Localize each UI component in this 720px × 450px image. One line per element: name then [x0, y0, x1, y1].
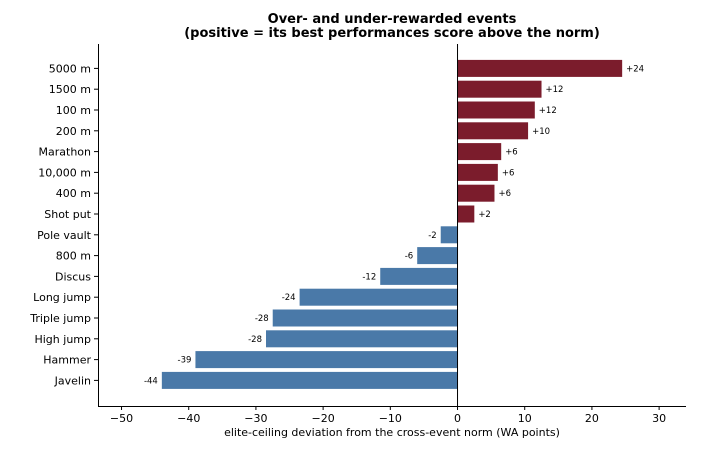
- data-label: -28: [248, 335, 262, 345]
- data-label: -12: [362, 272, 376, 282]
- data-label: -2: [428, 231, 436, 241]
- bars-group: [161, 59, 623, 389]
- bar: [457, 205, 475, 223]
- chart-title-line1: Over- and under-rewarded events: [268, 12, 517, 27]
- y-tick-label: Marathon: [39, 146, 92, 159]
- bar: [266, 330, 458, 348]
- data-label: +12: [539, 106, 557, 116]
- bar: [440, 226, 458, 244]
- y-tick-label: 100 m: [56, 104, 91, 117]
- y-tick-label: Javelin: [54, 374, 91, 387]
- bar: [457, 59, 623, 77]
- bar: [457, 143, 502, 161]
- x-tick-label: 20: [585, 412, 599, 425]
- data-label: -24: [282, 293, 296, 303]
- data-label: +6: [502, 168, 515, 178]
- y-tick-label: Shot put: [44, 208, 91, 221]
- x-axis-ticks: −50 −40 −30 −20 −10 0 10 20 30: [110, 406, 666, 425]
- y-tick-label: Hammer: [43, 354, 91, 367]
- x-tick-label: −20: [312, 412, 335, 425]
- bar: [457, 122, 529, 140]
- x-tick-label: −40: [177, 412, 200, 425]
- bar: [457, 80, 542, 98]
- y-tick-label: Long jump: [33, 291, 91, 304]
- x-tick-label: −30: [244, 412, 267, 425]
- bar: [161, 371, 458, 389]
- x-tick-label: −10: [379, 412, 402, 425]
- y-tick-label: 1500 m: [49, 83, 91, 96]
- data-labels-group: +24 +12 +12 +10 +6 +6 +6 +2 -2 -6 -12 -24 -28 -28 -39 -…: [144, 64, 644, 386]
- data-label: +12: [546, 85, 564, 95]
- y-tick-label: High jump: [34, 333, 91, 346]
- bar: [417, 247, 458, 265]
- x-tick-label: −50: [110, 412, 133, 425]
- x-axis-label: elite-ceiling deviation from the cross-e…: [224, 426, 560, 439]
- data-label: +6: [505, 148, 518, 158]
- y-tick-label: 400 m: [56, 187, 91, 200]
- y-tick-label: 200 m: [56, 125, 91, 138]
- data-label: +6: [498, 189, 511, 199]
- y-tick-label: 800 m: [56, 250, 91, 263]
- y-tick-label: Pole vault: [37, 229, 92, 242]
- bar: [195, 351, 458, 369]
- bar: [457, 163, 498, 181]
- y-axis-ticks: 5000 m 1500 m 100 m 200 m Marathon 10,000 m 40…: [29, 62, 98, 387]
- bar: [457, 184, 495, 202]
- data-label: +10: [532, 127, 550, 137]
- bar: [299, 288, 458, 306]
- y-tick-label: 10,000 m: [38, 166, 91, 179]
- data-label: -6: [405, 252, 413, 262]
- bar: [457, 101, 535, 119]
- data-label: -44: [144, 376, 158, 386]
- x-tick-label: 0: [454, 412, 461, 425]
- y-tick-label: Triple jump: [29, 312, 91, 325]
- x-tick-label: 30: [652, 412, 666, 425]
- data-label: -39: [178, 356, 192, 366]
- data-label: +24: [626, 64, 644, 74]
- x-tick-label: 10: [518, 412, 532, 425]
- data-label: -28: [255, 314, 269, 324]
- data-label: +2: [478, 210, 491, 220]
- y-tick-label: Discus: [55, 270, 91, 283]
- y-tick-label: 5000 m: [49, 62, 91, 75]
- bar: [380, 267, 458, 285]
- bar: [272, 309, 458, 327]
- chart-title-line2: (positive = its best performances score …: [184, 26, 600, 41]
